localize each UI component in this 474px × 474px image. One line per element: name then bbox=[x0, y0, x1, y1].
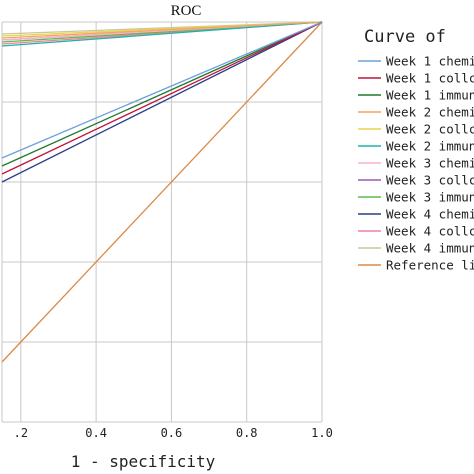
x-tick-label: .2 bbox=[14, 426, 28, 440]
x-tick-label: 0.6 bbox=[161, 426, 183, 440]
legend-item-label: Week 1 collc bbox=[386, 71, 474, 86]
legend-title: Curve of bbox=[364, 27, 446, 47]
series-line-week-1-collc bbox=[1, 21, 323, 175]
legend: Curve of Week 1 chemi Week 1 collc Week 1 … bbox=[358, 27, 474, 273]
legend-item-label: Week 3 chemi bbox=[386, 156, 474, 171]
series-line-week-4-chemi bbox=[1, 21, 323, 183]
grid bbox=[1, 21, 323, 423]
x-tick-label: 0.8 bbox=[236, 426, 258, 440]
legend-item-label: Week 4 immun bbox=[386, 241, 474, 256]
series-line-week-2-chemi bbox=[1, 21, 323, 39]
series-line-reference-li bbox=[1, 21, 323, 363]
series-line-week-2-immun bbox=[1, 21, 323, 47]
legend-item-label: Week 2 chemi bbox=[386, 105, 474, 120]
x-tick-label: 1.0 bbox=[311, 426, 333, 440]
legend-item-label: Week 4 chemi bbox=[386, 207, 474, 222]
x-ticks: .2 0.4 0.6 0.8 1.0 bbox=[14, 426, 333, 440]
legend-item-label: Week 2 immun bbox=[386, 139, 474, 154]
x-axis-label: 1 - specificity bbox=[71, 452, 216, 471]
plot-lines bbox=[1, 21, 323, 363]
legend-item-label: Week 3 immun bbox=[386, 190, 474, 205]
legend-item-label: Week 2 collc bbox=[386, 122, 474, 137]
legend-item-label: Week 3 collc bbox=[386, 173, 474, 188]
chart-title: ROC bbox=[171, 3, 202, 19]
legend-item-label: Week 1 immun bbox=[386, 88, 474, 103]
series-line-week-1-chemi bbox=[1, 21, 323, 159]
series-line-week-1-immun bbox=[1, 21, 323, 167]
x-tick-label: 0.4 bbox=[85, 426, 107, 440]
legend-item-label: Reference li bbox=[386, 258, 474, 273]
legend-item-label: Week 1 chemi bbox=[386, 54, 474, 69]
legend-item-label: Week 4 collc bbox=[386, 224, 474, 239]
